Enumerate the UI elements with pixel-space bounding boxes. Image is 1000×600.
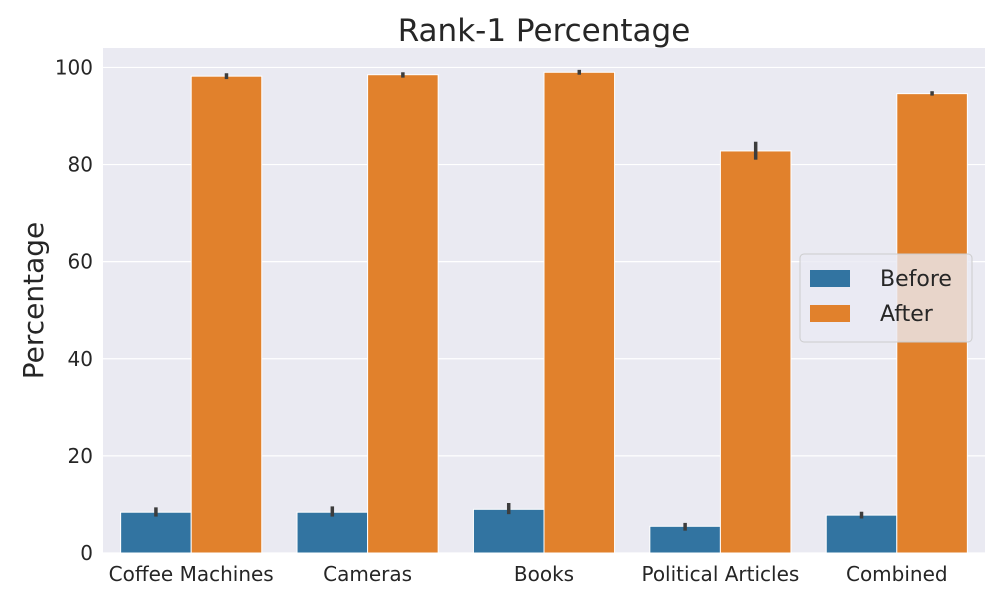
legend-swatch-after bbox=[810, 305, 850, 322]
error-bars bbox=[154, 69, 934, 531]
x-tick-label: Political Articles bbox=[641, 562, 799, 586]
x-tick-label: Books bbox=[514, 562, 574, 586]
legend-label-before: Before bbox=[880, 267, 952, 292]
bar-before-5 bbox=[825, 514, 898, 554]
x-tick-label: Coffee Machines bbox=[109, 562, 274, 586]
bar-after-2 bbox=[367, 74, 439, 554]
x-tick-label: Combined bbox=[846, 562, 948, 586]
y-tick-label: 80 bbox=[68, 153, 93, 177]
y-tick-label: 40 bbox=[68, 347, 93, 371]
y-tick-label: 0 bbox=[80, 541, 93, 565]
bar-before-1 bbox=[120, 511, 192, 554]
bar-after-3 bbox=[543, 71, 616, 554]
y-axis-label: Percentage bbox=[17, 222, 50, 380]
y-tick-label: 20 bbox=[68, 444, 93, 468]
bar-before-3 bbox=[472, 508, 545, 554]
bar-before-2 bbox=[296, 511, 369, 554]
y-tick-label: 100 bbox=[55, 55, 93, 79]
y-tick-label: 60 bbox=[68, 250, 93, 274]
x-tick-label: Cameras bbox=[323, 562, 412, 586]
y-axis-ticks: 0 20 40 60 80 100 bbox=[55, 55, 93, 565]
legend-swatch-before bbox=[810, 270, 850, 287]
legend-label-after: After bbox=[880, 302, 934, 327]
bar-after-1 bbox=[190, 75, 263, 554]
chart-title: Rank-1 Percentage bbox=[398, 13, 691, 49]
bar-after-4 bbox=[719, 150, 792, 554]
x-axis-ticks: Coffee Machines Cameras Books Political Art… bbox=[109, 562, 948, 586]
legend: Before After bbox=[799, 253, 973, 343]
